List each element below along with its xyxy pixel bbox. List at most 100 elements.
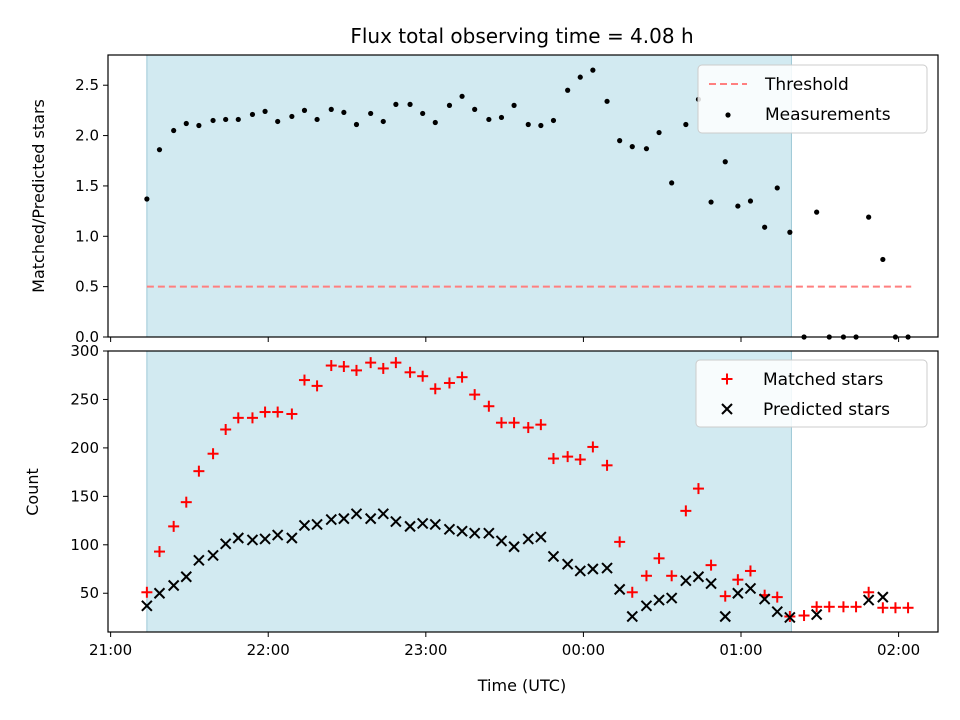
matched-star-point [286, 408, 298, 420]
top-legend: Threshold Measurements [697, 64, 928, 134]
chart-title: Flux total observing time = 4.08 h [350, 24, 693, 48]
measurement-point [880, 256, 886, 263]
measurement-point [183, 120, 189, 127]
x-tick-label: 02:00 [877, 641, 920, 659]
matched-star-point [798, 610, 810, 622]
matched-star-point [626, 586, 638, 598]
predicted-star-point [443, 523, 456, 535]
predicted-star-point [771, 605, 783, 618]
legend-measurements-swatch [725, 112, 731, 118]
measurement-point [353, 121, 360, 128]
measurement-point [565, 87, 571, 93]
predicted-star-point [705, 577, 717, 590]
matched-star-point [207, 448, 219, 460]
measurements-series [144, 67, 911, 340]
matched-star-point [429, 383, 441, 395]
legend-threshold-label: Threshold [764, 75, 849, 95]
matched-star-point [495, 417, 507, 429]
bottom-legend-box [695, 359, 928, 428]
matched-star-point [863, 586, 875, 598]
legend-measurements-label: Measurements [765, 105, 891, 125]
predicted-star-point [665, 592, 678, 604]
matched-star-point [614, 536, 626, 548]
top-panel: 0.0 0.5 1.0 1.5 2.0 2.5 Matched/Predicted sta… [29, 54, 939, 346]
matched-star-point [902, 602, 914, 614]
predicted-star-point [640, 600, 653, 612]
predicted-star-point [350, 508, 363, 520]
measurement-point [446, 102, 453, 108]
predicted-star-point [180, 571, 192, 583]
measurement-point [459, 93, 465, 99]
measurement-point [472, 106, 478, 112]
matched-star-point [272, 406, 284, 418]
matched-star-point [574, 454, 586, 466]
predicted-star-point [547, 550, 560, 563]
legend-predicted-swatch [721, 403, 733, 415]
matched-star-point [653, 552, 665, 564]
matched-star-point [666, 570, 678, 582]
bottom-x-axis: 21:00 22:00 23:00 00:00 01:00 02:00 [89, 632, 920, 659]
measurement-point [550, 117, 557, 124]
matched-star-point [325, 360, 337, 372]
bottom-y-axis-title: Count [23, 468, 42, 516]
y-tick-label: 2.0 [75, 127, 99, 145]
count-series [141, 357, 914, 624]
matched-star-point [350, 364, 362, 376]
measurement-point [341, 109, 347, 116]
predicted-star-point [311, 518, 323, 531]
measurement-point [262, 108, 268, 114]
matched-star-point [338, 361, 350, 373]
measurement-point [249, 111, 256, 118]
bottom-y-axis: 50 100 150 200 250 300 [70, 342, 108, 602]
top-observing-window [146, 54, 792, 338]
x-tick-label: 01:00 [719, 641, 762, 659]
legend-matched-marker [721, 373, 733, 385]
predicted-star-point [404, 520, 416, 533]
bottom-panel: 50 100 150 200 250 300 21:00 22:00 23:00 00:00 01… [23, 342, 939, 695]
y-tick-label: 0.5 [75, 278, 99, 296]
predicted-star-point [732, 587, 744, 599]
measurement-point [368, 110, 374, 117]
matched-star-point [246, 412, 258, 424]
y-tick-label: 2.5 [75, 76, 99, 94]
matched-star-point [220, 423, 232, 435]
matched-star-point [180, 496, 192, 508]
matched-star-point [771, 591, 783, 603]
matched-star-point [259, 406, 271, 418]
measurement-point [314, 116, 320, 123]
matched-star-point [811, 601, 823, 613]
measurement-point [722, 159, 728, 165]
predicted-star-point [601, 562, 613, 574]
measurement-point [774, 185, 780, 191]
top-x-ticks [110, 337, 900, 342]
predicted-star-point [286, 532, 298, 544]
predicted-star-point [219, 538, 232, 550]
predicted-star-point [271, 529, 284, 541]
measurement-point [420, 110, 426, 117]
measurement-point [866, 214, 872, 220]
measurement-point [275, 118, 281, 125]
predicted-star-point [377, 508, 389, 520]
measurement-point [735, 203, 741, 209]
matched-star-point [443, 377, 455, 389]
y-tick-label: 1.0 [75, 227, 99, 245]
measurement-point [538, 122, 544, 129]
predicted-star-point [653, 594, 665, 606]
predicted-star-point [522, 533, 534, 545]
matched-star-point [547, 453, 559, 465]
predicted-star-point [207, 549, 219, 562]
measurement-point [223, 116, 229, 123]
predicted-star-point [719, 610, 731, 623]
measurement-point [171, 127, 177, 134]
measurement-point [604, 98, 610, 104]
predicted-star-point [259, 533, 271, 545]
predicted-star-point [495, 535, 508, 547]
matched-star-point [587, 441, 599, 453]
matched-star-point [850, 601, 862, 613]
measurement-point [669, 180, 675, 186]
legend-matched-swatch [721, 373, 733, 385]
legend-predicted-label: Predicted stars [763, 400, 890, 420]
predicted-star-point [416, 517, 429, 530]
x-tick-label: 23:00 [404, 641, 447, 659]
matched-star-point [680, 505, 692, 517]
